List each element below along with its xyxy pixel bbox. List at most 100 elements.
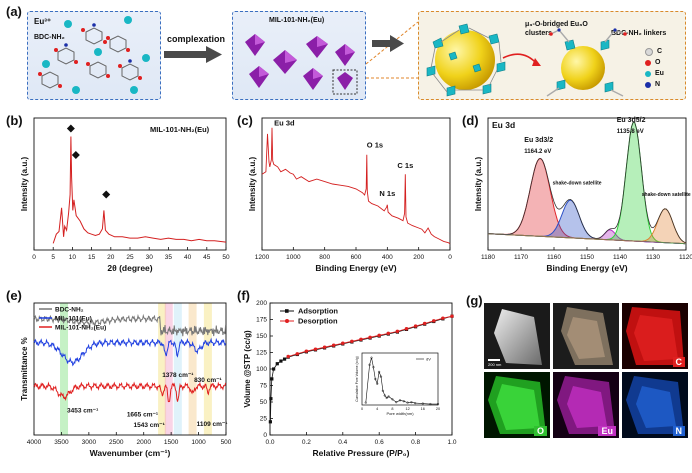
- eds-map-eu: Eu: [553, 372, 619, 438]
- y-tick-label: 200: [256, 300, 267, 307]
- desorption-point: [368, 335, 372, 340]
- eds-map-c-empty: C: [622, 303, 688, 369]
- x-tick-label: 1140: [613, 254, 627, 261]
- panel-label-c: (c): [237, 113, 253, 128]
- highlight-band: [164, 303, 173, 435]
- zoom-lines-and-arrow: [366, 21, 419, 79]
- xrd-series-line: [52, 136, 227, 244]
- peak-annotation: 1109 cm⁻¹: [197, 421, 228, 428]
- europium-dot-icon: [645, 70, 651, 77]
- x-axis-label: 2θ (degree): [107, 263, 152, 273]
- x-tick-label: 40: [184, 254, 192, 261]
- x-tick-label: 1170: [514, 254, 528, 261]
- inset-point: [378, 370, 381, 374]
- inset-point: [391, 398, 394, 401]
- eds-label-eu: Eu: [598, 426, 616, 436]
- highlight-band: [158, 303, 167, 435]
- x-axis-label: Wavenumber (cm⁻¹): [90, 448, 171, 458]
- ftir-series-line: [33, 313, 227, 337]
- desorption-point: [386, 331, 390, 336]
- desorption-point: [404, 327, 409, 331]
- peak-fill: [488, 200, 686, 244]
- peak-annotation: 3453 cm⁻¹: [67, 408, 98, 415]
- x-tick-label: 3000: [82, 439, 97, 446]
- desorption-point: [359, 337, 363, 341]
- complexation-label: complexation: [167, 34, 226, 44]
- inset-x-tick-label: 20: [436, 407, 440, 411]
- legend-label: Eu: [655, 70, 664, 77]
- inset-point: [402, 400, 405, 403]
- x-tick-label: 3500: [54, 439, 69, 446]
- highlight-band: [60, 303, 69, 435]
- mof-box: MIL-101-NH₂(Eu): [232, 11, 366, 100]
- xps-survey-line: [261, 127, 451, 245]
- inset-point: [383, 394, 386, 397]
- envelope-line: [488, 121, 687, 244]
- x-tick-label: 1120: [679, 254, 692, 261]
- ligand-label: BDC-NH₂: [34, 34, 65, 41]
- x-tick-label: 50: [222, 254, 230, 261]
- inset-y-label: Cumulative Pore Volume (cc/g): [355, 356, 359, 401]
- inset-point: [381, 389, 384, 392]
- x-tick-label: 0.8: [411, 439, 420, 446]
- legend-label: O: [655, 59, 661, 66]
- x-tick-label: 0.0: [265, 439, 274, 446]
- peak-annotation: 830 cm⁻¹: [194, 377, 222, 384]
- inset-frame: [361, 352, 439, 406]
- blue-map-texture: [626, 376, 684, 434]
- legend-item-c: C: [645, 46, 681, 57]
- ligand-molecules: [38, 23, 142, 89]
- x-tick-label: 20: [107, 254, 115, 261]
- y-tick-label: 50: [260, 399, 268, 406]
- desorption-point: [313, 347, 318, 351]
- x-tick-label: 4000: [27, 439, 42, 446]
- peak-annotation: N 1s: [379, 189, 395, 198]
- eds-map-n: N: [622, 372, 688, 438]
- desorption-point: [441, 316, 445, 320]
- inset-pore-line: [365, 357, 438, 405]
- panel-label-g: (g): [466, 293, 483, 308]
- diamond-marker: [66, 124, 75, 133]
- desorption-point: [450, 314, 454, 318]
- peak-fill: [488, 158, 686, 244]
- ftir-chart: 4000 3500 3000 2500 2000 1500 1000 500 Wavenumbe…: [20, 302, 232, 458]
- x-tick-label: 10: [69, 254, 77, 261]
- desorption-point: [295, 352, 299, 356]
- legend-label: N: [655, 81, 661, 88]
- legend-entry: MIL-101-NH₂(Eu): [55, 325, 106, 332]
- eds-label-n: N: [672, 426, 685, 436]
- eds-map-o: O: [484, 372, 550, 438]
- legend-entry: Desorption: [298, 317, 338, 326]
- inset-point: [398, 399, 402, 402]
- legend-item-n: N: [645, 79, 681, 90]
- inset-x-tick-label: 8: [391, 407, 393, 411]
- red-map-texture: [626, 307, 684, 365]
- precursor-illustration: [38, 16, 150, 94]
- y-axis-label: Intensity (a.u.): [248, 157, 257, 212]
- diamond-marker: [71, 150, 80, 159]
- peak-annotation: 1378 cm⁻¹: [162, 372, 193, 379]
- inset-point: [370, 356, 373, 359]
- y-tick-label: 25: [260, 416, 268, 423]
- panel-label-e: (e): [6, 288, 22, 303]
- x-axis-label: Relative Pressure (P/P₀): [313, 448, 410, 458]
- x-tick-label: 1130: [646, 254, 660, 261]
- inset-point: [379, 375, 383, 378]
- legend-marker: [285, 319, 289, 323]
- x-tick-label: 1180: [481, 254, 495, 261]
- x-tick-label: 500: [221, 439, 232, 446]
- atom-legend: C O Eu N: [645, 46, 681, 90]
- x-tick-label: 25: [126, 254, 134, 261]
- inset-point: [410, 401, 413, 404]
- inset-point: [421, 402, 424, 405]
- legend-entry: MIL-101(Eu): [55, 316, 92, 323]
- inset-point: [414, 402, 417, 405]
- desorption-point: [413, 324, 418, 328]
- x-tick-label: 1000: [286, 254, 301, 261]
- x-tick-label: 35: [165, 254, 173, 261]
- peak-fill: [488, 122, 686, 244]
- panel-label-f: (f): [237, 288, 250, 303]
- y-axis-label: Volume @STP (cc/g): [243, 330, 252, 408]
- eds-label-o: O: [533, 426, 547, 436]
- inset-point: [368, 363, 371, 366]
